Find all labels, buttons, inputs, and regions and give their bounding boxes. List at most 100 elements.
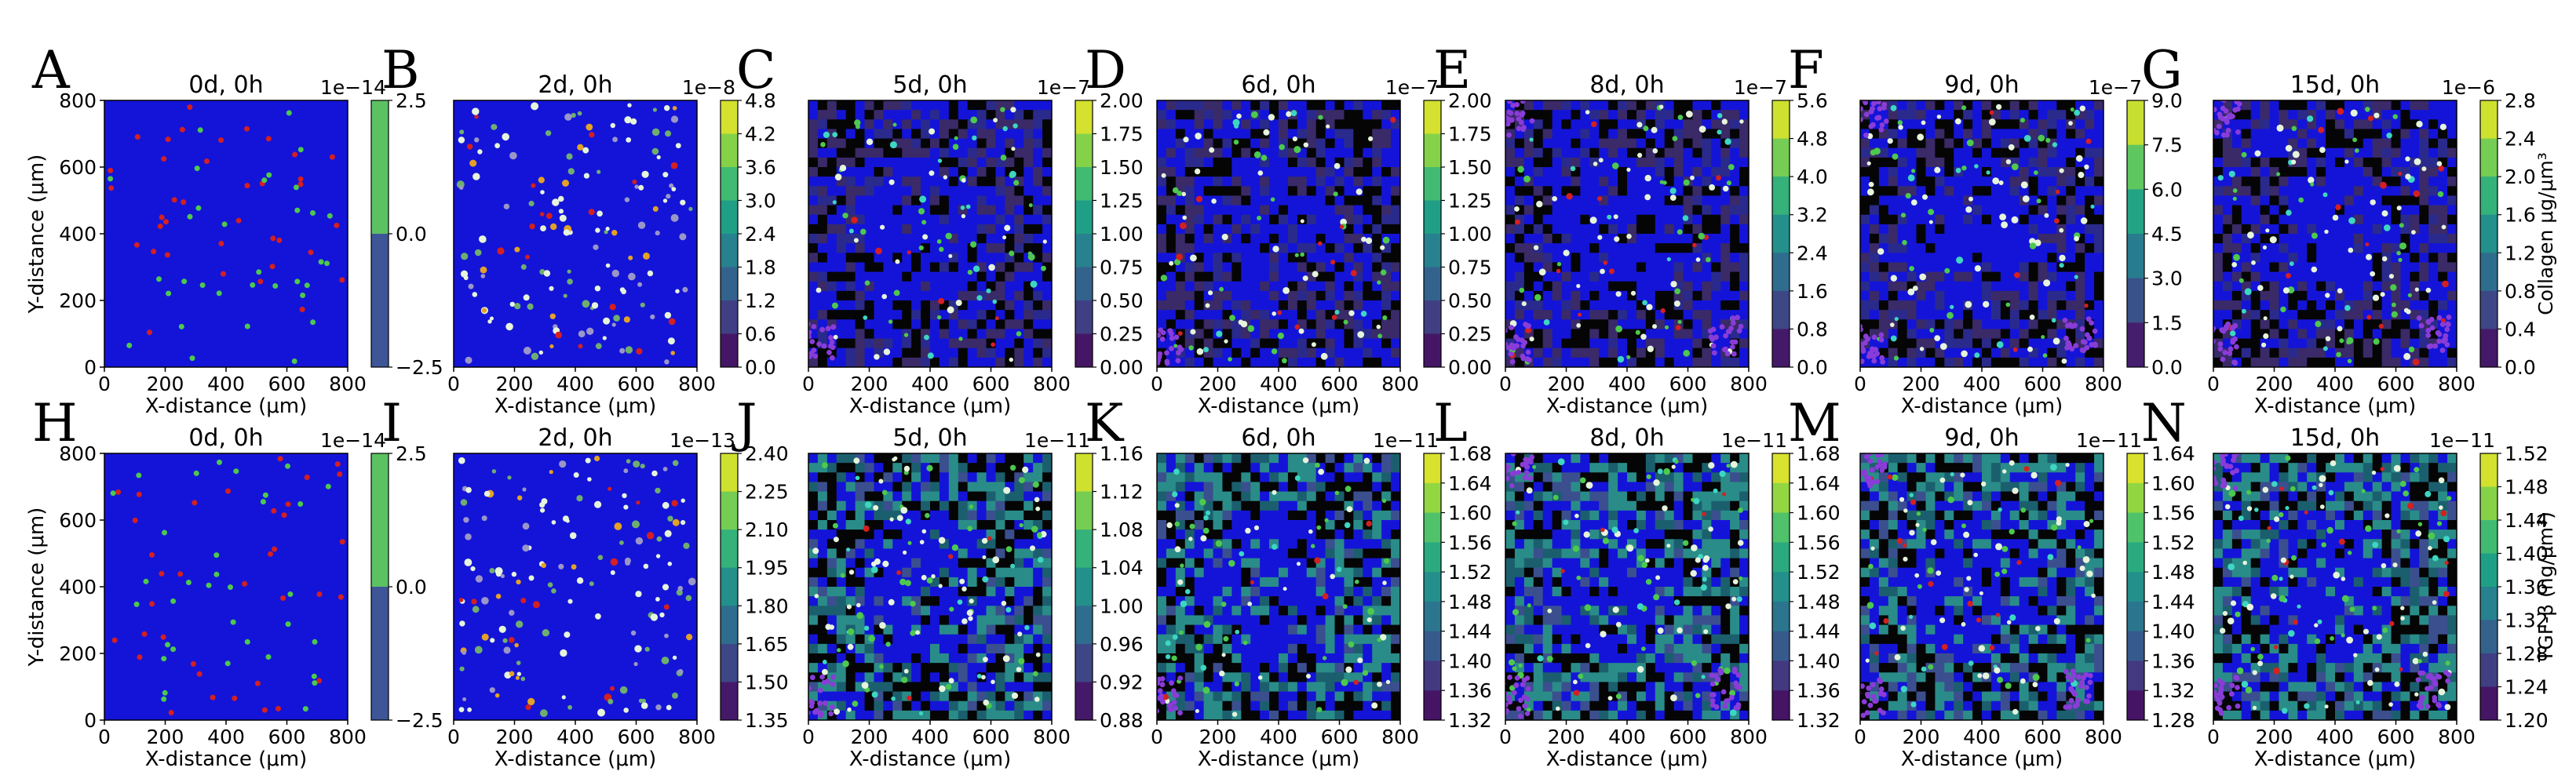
cell-marker xyxy=(972,135,977,140)
heatmap-cell xyxy=(1014,347,1024,358)
heatmap-cell xyxy=(1363,110,1373,120)
heatmap-cell xyxy=(1990,157,2001,168)
cell-marker xyxy=(1543,319,1550,326)
heatmap-cell xyxy=(1372,186,1382,197)
heatmap-cell xyxy=(1194,357,1205,367)
heatmap-cell xyxy=(2447,119,2457,130)
cluster-marker xyxy=(1529,118,1535,124)
heatmap-cell xyxy=(1287,262,1298,273)
heatmap-cell xyxy=(2019,347,2030,358)
heatmap-cell xyxy=(967,186,978,197)
heatmap-cell xyxy=(2056,347,2067,358)
colorbar: 9.07.56.04.53.01.50.01e−7 xyxy=(2089,76,2183,379)
heatmap-cell xyxy=(911,234,921,244)
heatmap-cell xyxy=(1306,186,1317,197)
heatmap-cell xyxy=(1363,224,1373,235)
heatmap-cell xyxy=(1523,234,1534,244)
colorbar-tick-label: 1.8 xyxy=(745,257,776,279)
heatmap-cell xyxy=(1222,214,1232,225)
heatmap-cell xyxy=(1157,234,1167,244)
heatmap-cell xyxy=(1869,310,1880,320)
cluster-marker xyxy=(2232,322,2238,329)
heatmap-cell xyxy=(1533,205,1544,216)
heatmap-cell xyxy=(1023,329,1034,340)
cell-marker xyxy=(1669,187,1677,195)
heatmap-cell xyxy=(2288,129,2298,140)
cell-marker xyxy=(1677,229,1683,235)
heatmap-cell xyxy=(1982,129,1992,140)
cell-marker xyxy=(502,133,509,141)
heatmap-cell xyxy=(986,195,997,206)
heatmap-cell xyxy=(995,224,1005,235)
heatmap-cell xyxy=(1315,357,1326,367)
heatmap-cell xyxy=(1297,119,1308,130)
cell-marker xyxy=(2257,285,2264,291)
heatmap-cell xyxy=(2066,262,2076,273)
heatmap-cell xyxy=(1954,262,1964,273)
heatmap-cell xyxy=(1664,147,1675,158)
heatmap-cell xyxy=(1514,157,1525,168)
heatmap-cell xyxy=(1878,195,1889,206)
heatmap-cell xyxy=(2297,329,2308,340)
heatmap-cell xyxy=(1203,271,1214,282)
heatmap-cell xyxy=(1935,186,1945,197)
heatmap-cell xyxy=(1925,129,1936,140)
heatmap-cell xyxy=(1184,357,1195,367)
heatmap-cell xyxy=(1166,119,1177,130)
heatmap-cell xyxy=(1860,310,1870,320)
cluster-marker xyxy=(1509,117,1515,123)
cell-marker xyxy=(181,199,187,206)
heatmap-cell xyxy=(2056,119,2067,130)
heatmap-cell xyxy=(976,224,987,235)
heatmap-cell xyxy=(2297,157,2308,168)
heatmap-cell xyxy=(2250,110,2261,120)
cell-marker xyxy=(1566,193,1573,200)
heatmap-cell xyxy=(2066,176,2076,187)
heatmap-cell xyxy=(948,338,959,349)
heatmap-cell xyxy=(976,186,987,197)
cell-marker xyxy=(2324,229,2329,235)
heatmap-cell xyxy=(1391,271,1400,282)
heatmap-cell xyxy=(817,167,828,177)
heatmap-cell xyxy=(2075,357,2085,367)
heatmap-cell xyxy=(1954,110,1964,120)
cell-marker xyxy=(1229,315,1235,322)
colorbar-tick-label: 3.0 xyxy=(745,190,776,213)
heatmap-cell xyxy=(808,157,819,168)
colorbar-segment xyxy=(1075,133,1093,168)
heatmap-cell xyxy=(2222,195,2233,206)
heatmap-cell xyxy=(1925,253,1936,264)
heatmap-cell xyxy=(883,195,893,206)
cell-marker xyxy=(474,249,482,257)
heatmap-cell xyxy=(902,138,912,149)
cell-marker xyxy=(2059,263,2064,268)
cell-marker xyxy=(888,179,895,185)
heatmap-cell xyxy=(986,319,997,330)
heatmap-cell xyxy=(1023,234,1034,244)
heatmap-cell xyxy=(1157,253,1167,264)
heatmap-cell xyxy=(2250,138,2261,149)
heatmap-cell xyxy=(2009,234,2020,244)
heatmap-cell xyxy=(958,290,969,301)
heatmap-cell xyxy=(1878,290,1889,301)
heatmap-cell xyxy=(1636,176,1647,187)
heatmap-cell xyxy=(2428,357,2439,367)
heatmap-cell xyxy=(958,357,969,367)
heatmap-cell xyxy=(1533,110,1544,120)
heatmap-cell xyxy=(845,271,856,282)
heatmap-cell xyxy=(1542,214,1553,225)
heatmap-cell xyxy=(1935,310,1945,320)
cell-marker xyxy=(1523,175,1531,183)
heatmap-cell xyxy=(1005,205,1015,216)
heatmap-cell xyxy=(1571,100,1581,111)
heatmap-cell xyxy=(1925,357,1936,367)
heatmap-cell xyxy=(911,253,921,264)
heatmap-cell xyxy=(1241,119,1251,130)
heatmap-cell xyxy=(2094,319,2103,330)
cell-marker xyxy=(1177,331,1183,336)
cluster-marker xyxy=(1881,101,1888,107)
cell-marker xyxy=(936,315,942,320)
cell-marker xyxy=(2370,271,2376,277)
heatmap-cell xyxy=(1306,310,1317,320)
cell-marker xyxy=(2038,134,2045,142)
